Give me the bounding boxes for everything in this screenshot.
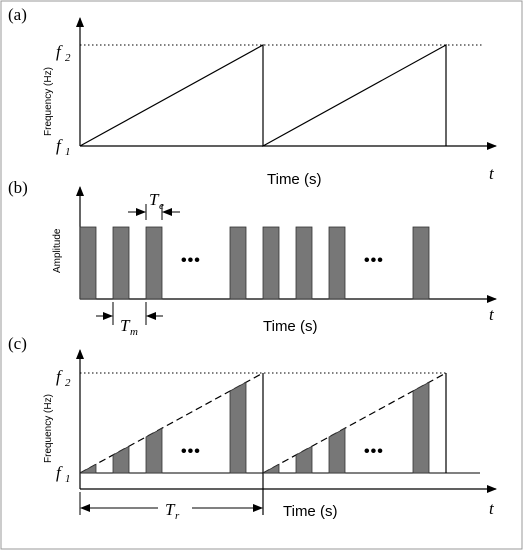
svg-text:1: 1 <box>65 146 71 158</box>
chirp-segment <box>262 463 280 474</box>
panel-c-ellipsis-1: ••• <box>181 443 201 460</box>
panel-c-chirp-segments <box>79 381 430 474</box>
pulse-bar <box>412 226 430 300</box>
panel-b: (b) ••• ••• T e <box>8 178 497 338</box>
panel-a-f1-label: f 1 <box>56 136 71 158</box>
panel-c-tr-label: T r <box>165 500 180 522</box>
panel-c-y-axis-label: Frequency (Hz) <box>43 394 54 463</box>
panel-c-ramp-1 <box>79 372 264 474</box>
svg-text:2: 2 <box>65 52 71 64</box>
panel-a-label: (a) <box>8 5 27 24</box>
pulse-bar <box>295 226 313 300</box>
panel-b-tm-marker <box>96 302 163 325</box>
panel-b-pulses <box>79 226 430 300</box>
panel-a-f2-label: f 2 <box>56 42 71 64</box>
svg-text:m: m <box>130 326 138 338</box>
chirp-segment <box>412 381 430 474</box>
panel-c-ellipsis-2: ••• <box>364 443 384 460</box>
panel-c: (c) ••• ••• <box>8 334 497 522</box>
panel-b-ellipsis-1: ••• <box>181 252 201 269</box>
svg-text:f: f <box>56 136 63 155</box>
panel-b-te-marker <box>128 204 180 220</box>
svg-text:2: 2 <box>65 377 71 389</box>
svg-text:r: r <box>175 510 180 522</box>
chirp-segment <box>145 427 163 474</box>
svg-text:f: f <box>56 367 63 386</box>
svg-text:1: 1 <box>65 473 71 485</box>
chirp-segment <box>229 381 247 474</box>
panel-c-tr-marker <box>79 492 263 520</box>
panel-b-y-axis-label: Amplitude <box>52 228 63 273</box>
chirp-segment <box>79 463 97 474</box>
svg-text:f: f <box>56 42 63 61</box>
panel-c-x-axis-label: Time (s) <box>283 503 337 520</box>
panel-b-label: (b) <box>8 178 28 197</box>
panel-a-sawtooth <box>79 43 447 148</box>
chirp-segment <box>295 445 313 474</box>
chirp-segment <box>328 427 346 474</box>
svg-text:T: T <box>165 500 176 519</box>
panel-b-ellipsis-2: ••• <box>364 252 384 269</box>
panel-a-y-axis-label: Frequency (Hz) <box>43 67 54 136</box>
panel-c-f2-label: f 2 <box>56 367 71 389</box>
svg-text:e: e <box>159 200 164 212</box>
panel-c-label: (c) <box>8 334 27 353</box>
panel-c-f1-label: f 1 <box>56 463 71 485</box>
pulse-bar <box>145 226 163 300</box>
panel-b-x-axis-label: Time (s) <box>263 318 317 335</box>
svg-text:f: f <box>56 463 63 482</box>
panel-a: (a) f 2 f 1 Frequency (Hz) Time (s) t <box>8 5 497 188</box>
pulse-bar <box>79 226 97 300</box>
panel-a-x-axis-label: Time (s) <box>267 171 321 188</box>
panel-b-te-label: T e <box>149 190 164 212</box>
panel-b-t-label: t <box>489 305 495 324</box>
svg-text:T: T <box>149 190 160 209</box>
chirp-segment <box>112 445 130 474</box>
pulse-bar <box>229 226 247 300</box>
pulse-bar <box>328 226 346 300</box>
pulse-bar <box>262 226 280 300</box>
panel-c-t-label: t <box>489 499 495 518</box>
panel-b-tm-label: T m <box>120 316 138 338</box>
panel-a-t-label: t <box>489 164 495 183</box>
pulse-bar <box>112 226 130 300</box>
panel-c-ramp-2 <box>262 372 447 474</box>
svg-text:T: T <box>120 316 131 335</box>
